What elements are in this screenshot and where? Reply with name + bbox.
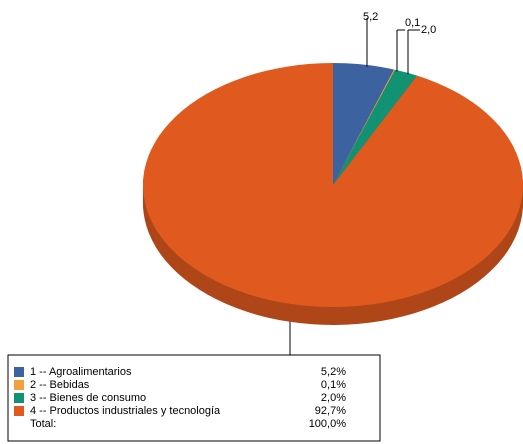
legend-value: 92,7% xyxy=(315,405,346,417)
data-label: 0,1 xyxy=(405,17,420,29)
slice xyxy=(333,63,394,185)
legend-total-value: 100,0% xyxy=(309,418,347,430)
legend-value: 0,1% xyxy=(321,379,346,391)
legend-label: 1 -- Agroalimentarios xyxy=(30,366,132,378)
legend-total-label: Total: xyxy=(30,418,56,430)
legend-swatch xyxy=(14,393,24,403)
legend-label: 2 -- Bebidas xyxy=(30,379,90,391)
slice xyxy=(333,69,396,185)
slice xyxy=(333,69,418,185)
legend-swatch xyxy=(14,406,24,416)
legend-swatch xyxy=(14,367,24,377)
slice xyxy=(143,63,523,307)
legend-label: 4 -- Productos industriales y tecnología xyxy=(30,405,221,417)
legend-box xyxy=(7,354,381,442)
data-label: 2,0 xyxy=(421,24,436,36)
legend-value: 2,0% xyxy=(321,392,346,404)
data-label: 5,2 xyxy=(363,11,378,23)
legend-value: 5,2% xyxy=(321,366,346,378)
legend-label: 3 -- Bienes de consumo xyxy=(30,392,146,404)
legend-swatch xyxy=(14,380,24,390)
